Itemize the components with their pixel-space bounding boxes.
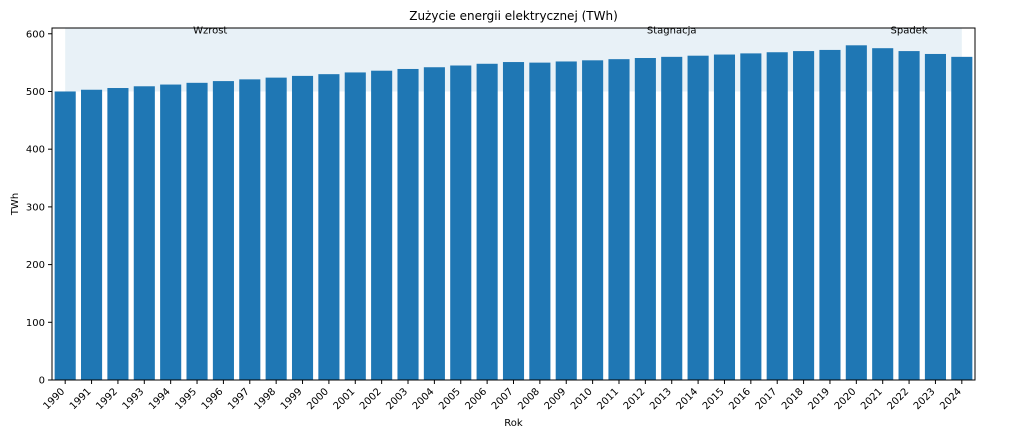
bar-2024 xyxy=(951,56,973,381)
plot-area: Wzrost Stagnacja Spadek 0 100 200 300 400 500 60… xyxy=(26,25,976,412)
bar-2019 xyxy=(819,49,841,381)
y-tick-label: 300 xyxy=(26,202,45,213)
bar-1991 xyxy=(81,89,103,380)
bar-1999 xyxy=(291,75,314,380)
bar-2009 xyxy=(555,61,577,381)
bar-2011 xyxy=(608,59,630,381)
annotation-stagnacja: Stagnacja xyxy=(647,25,697,36)
annotation-spadek: Spadek xyxy=(891,25,928,36)
bar-2008 xyxy=(529,62,551,380)
bar-1990 xyxy=(54,91,76,381)
y-tick-label: 200 xyxy=(26,260,45,271)
bar-2016 xyxy=(740,53,762,380)
x-axis-title: Rok xyxy=(504,418,523,429)
bar-2006 xyxy=(476,63,498,381)
y-axis-title: TWh xyxy=(10,193,21,216)
bar-2022 xyxy=(898,51,920,380)
y-tick-label: 100 xyxy=(26,318,45,329)
bar-2003 xyxy=(397,68,419,380)
bar-2002 xyxy=(371,70,393,381)
bar-2020 xyxy=(845,45,867,381)
bar-2018 xyxy=(793,51,815,380)
annotation-wzrost: Wzrost xyxy=(193,25,227,36)
bar-1997 xyxy=(239,79,261,381)
bars-layer xyxy=(54,45,973,381)
bar-2001 xyxy=(344,72,366,380)
bar-2005 xyxy=(450,65,472,381)
annotations-layer: Wzrost Stagnacja Spadek xyxy=(193,25,928,36)
y-tick-label: 600 xyxy=(26,29,45,40)
bar-1998 xyxy=(265,77,287,381)
bar-1992 xyxy=(107,88,129,380)
bar-2000 xyxy=(318,74,340,380)
bar-2017 xyxy=(766,52,788,381)
bar-1995 xyxy=(186,82,208,380)
bar-2014 xyxy=(687,55,709,380)
y-tick-label: 400 xyxy=(26,145,45,156)
bar-2023 xyxy=(924,53,946,380)
bar-2021 xyxy=(872,48,894,381)
bar-2007 xyxy=(502,62,525,381)
bar-2004 xyxy=(423,67,445,380)
chart-title: Zużycie energii elektrycznej (TWh) xyxy=(409,9,618,23)
bar-1996 xyxy=(212,81,234,380)
bar-2010 xyxy=(582,60,604,380)
y-axis: 0 100 200 300 400 500 600 xyxy=(26,29,52,387)
bar-1993 xyxy=(133,86,155,380)
bar-2015 xyxy=(713,54,736,381)
y-tick-label: 0 xyxy=(39,376,45,387)
y-tick-label: 500 xyxy=(26,87,45,98)
bar-2012 xyxy=(634,58,656,380)
bar-1994 xyxy=(160,84,182,381)
bar-2013 xyxy=(661,56,683,381)
